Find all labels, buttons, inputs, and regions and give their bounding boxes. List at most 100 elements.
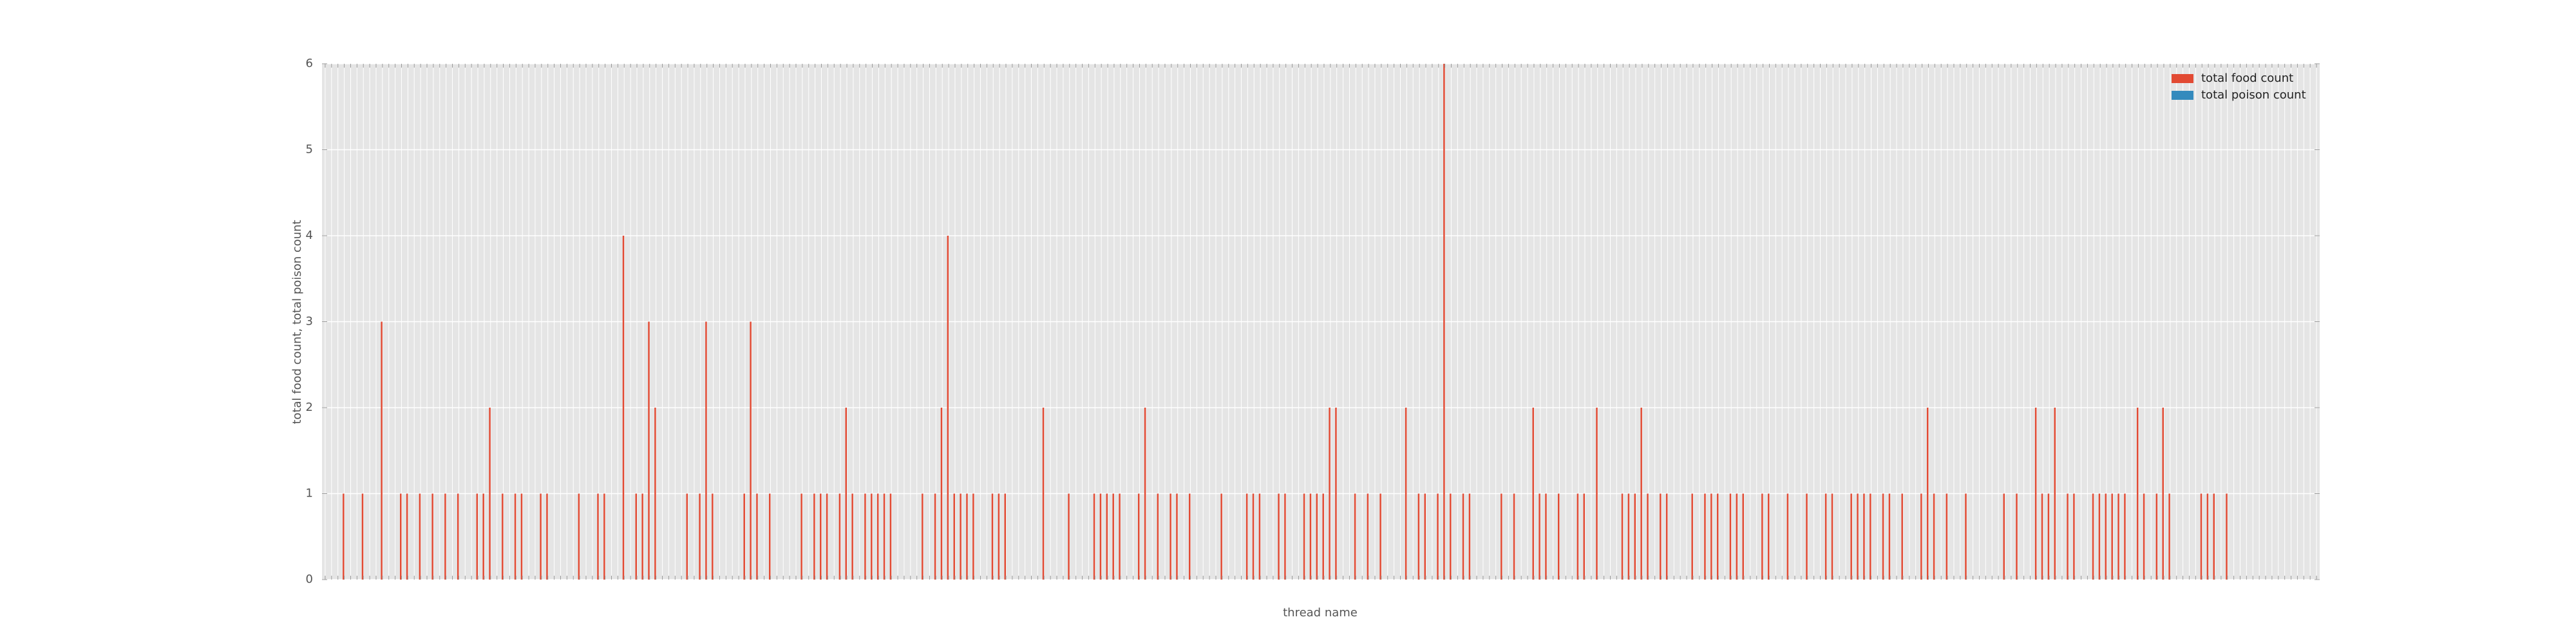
bar <box>883 493 886 580</box>
bar <box>743 493 745 580</box>
y-tick-label: 1 <box>306 487 313 500</box>
bar <box>800 493 802 580</box>
bar <box>400 493 402 580</box>
bar <box>871 493 873 580</box>
bar <box>622 236 625 580</box>
bar <box>2054 408 2056 580</box>
bar <box>1786 493 1789 580</box>
bar <box>2047 493 2050 580</box>
bar <box>1068 493 1070 580</box>
bar <box>1093 493 1095 580</box>
bar <box>1437 493 1439 580</box>
bar <box>641 493 643 580</box>
bar <box>1596 408 1598 580</box>
bar <box>1278 493 1280 580</box>
bar <box>940 408 943 580</box>
bar <box>457 493 459 580</box>
bar <box>826 493 828 580</box>
bar <box>1627 493 1630 580</box>
bar <box>654 408 656 580</box>
bar <box>750 321 752 580</box>
bar <box>889 493 892 580</box>
bar <box>1920 493 1922 580</box>
bar <box>2136 408 2139 580</box>
x-axis-label: thread name <box>1283 606 1358 620</box>
bar <box>2213 493 2215 580</box>
bar <box>1863 493 1865 580</box>
bar <box>1621 493 1624 580</box>
bar <box>705 321 707 580</box>
bar <box>520 493 523 580</box>
bar <box>2162 408 2164 580</box>
bar <box>1882 493 1884 580</box>
bar <box>998 493 1000 580</box>
bar <box>482 493 484 580</box>
bar <box>2143 493 2145 580</box>
bar <box>2206 493 2209 580</box>
y-tick-label: 3 <box>306 315 313 328</box>
bar <box>381 321 383 580</box>
bar <box>1539 493 1540 580</box>
bar <box>1258 493 1261 580</box>
bar <box>934 493 936 580</box>
bar <box>431 493 433 580</box>
bar <box>1946 493 1948 580</box>
bar <box>2067 493 2069 580</box>
bar <box>1379 493 1381 580</box>
bar <box>2111 493 2113 580</box>
bar <box>476 493 478 580</box>
bar <box>1501 493 1502 580</box>
bar <box>2034 408 2037 580</box>
bar <box>972 493 974 580</box>
bar <box>953 493 955 580</box>
bar <box>1665 493 1668 580</box>
bar <box>1736 493 1738 580</box>
bar <box>838 493 841 580</box>
bar <box>1367 493 1369 580</box>
bar <box>578 493 580 580</box>
bar <box>1965 493 1967 580</box>
bar <box>1468 493 1471 580</box>
bar <box>922 493 923 580</box>
bar <box>768 493 771 580</box>
bar <box>2155 493 2158 580</box>
bar <box>960 493 961 580</box>
bar <box>546 493 548 580</box>
bar <box>2105 493 2107 580</box>
bar <box>864 493 866 580</box>
bar <box>1137 493 1140 580</box>
bar <box>1831 493 1833 580</box>
bar <box>1716 493 1719 580</box>
bar <box>2200 493 2202 580</box>
bar <box>2226 493 2228 580</box>
bar <box>966 493 968 580</box>
bar <box>419 493 421 580</box>
bar <box>1322 493 1324 580</box>
bar <box>1767 493 1770 580</box>
bar <box>1316 493 1318 580</box>
bar <box>1729 493 1732 580</box>
bar <box>1220 493 1222 580</box>
bar <box>1099 493 1102 580</box>
y-tick-label: 6 <box>306 57 313 70</box>
bar <box>2098 493 2101 580</box>
bar <box>343 493 345 580</box>
bar <box>1634 493 1636 580</box>
legend-swatch <box>2172 91 2193 100</box>
bar <box>1329 408 1331 580</box>
bar <box>406 493 408 580</box>
bar <box>1532 408 1534 580</box>
bar <box>1157 493 1159 580</box>
bar <box>1557 493 1560 580</box>
bar <box>1870 493 1871 580</box>
bar <box>1354 493 1356 580</box>
bar <box>2041 493 2043 580</box>
y-tick-label: 4 <box>306 229 313 242</box>
bar <box>1545 493 1547 580</box>
bar <box>2092 493 2094 580</box>
bar <box>1577 493 1579 580</box>
bar <box>991 493 994 580</box>
bar <box>502 493 504 580</box>
bar <box>1245 493 1248 580</box>
